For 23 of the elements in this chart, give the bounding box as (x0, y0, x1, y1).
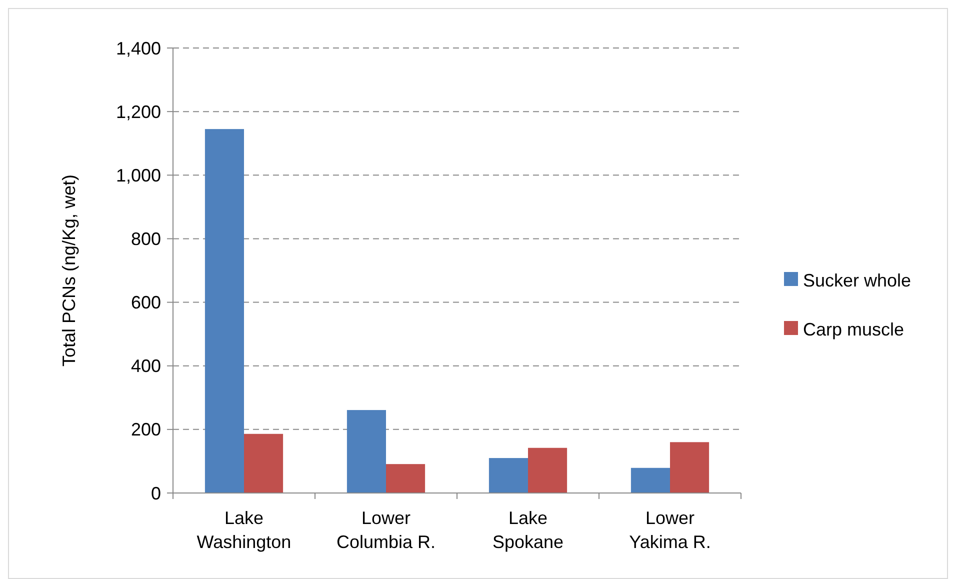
bar (630, 468, 670, 493)
y-tick-label: 200 (130, 420, 161, 440)
legend-label: Sucker whole (803, 270, 912, 290)
legend-label: Carp muscle (803, 319, 904, 340)
y-tick-label: 1,000 (116, 165, 161, 186)
bar (528, 448, 568, 493)
bar (346, 410, 386, 493)
x-tick-label: Lower Yakima R. (629, 508, 711, 552)
x-tick-label: Lower Columbia R. (336, 508, 436, 552)
x-tick-label: Lake Washington (196, 508, 292, 552)
bar (386, 464, 426, 493)
bar (244, 434, 284, 493)
y-tick-label: 1,400 (116, 38, 161, 58)
bar (204, 129, 244, 493)
y-tick-label: 1,200 (116, 102, 161, 122)
y-axis-title: Total PCNs (ng/Kg, wet) (59, 174, 79, 367)
y-tick-label: 800 (130, 229, 161, 250)
y-tick-label: 600 (130, 292, 161, 313)
x-tick-label: Lake Spokane (492, 508, 564, 552)
y-tick-label: 400 (130, 356, 161, 376)
y-tick-label: 0 (150, 483, 161, 504)
bar (488, 458, 528, 493)
bar (670, 442, 710, 493)
